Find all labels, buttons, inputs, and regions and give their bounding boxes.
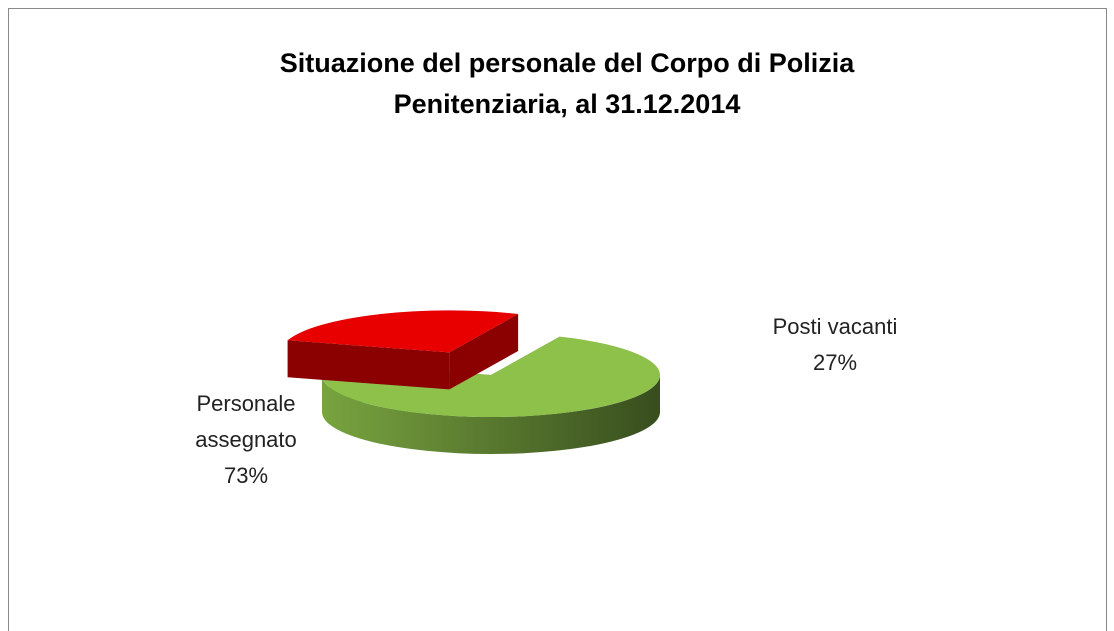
chart-border <box>8 8 1107 631</box>
category-label: Personale assegnato <box>195 391 297 452</box>
category-label: Posti vacanti <box>772 314 898 339</box>
slice-face <box>449 314 519 390</box>
slice-face <box>287 340 450 390</box>
slice-label: Posti vacanti 27% <box>725 309 945 381</box>
pie <box>287 310 660 454</box>
slice <box>287 310 519 353</box>
slice-label: Personale assegnato 73% <box>176 386 316 494</box>
value-label: 73% <box>223 463 269 488</box>
chart-title: Penitenziaria, al 31.12.2014 <box>394 89 741 119</box>
slice-side <box>322 375 660 454</box>
slice <box>322 336 660 418</box>
value-label: 27% <box>812 350 858 375</box>
chart-title: Situazione del personale del Corpo di Po… <box>280 48 856 78</box>
